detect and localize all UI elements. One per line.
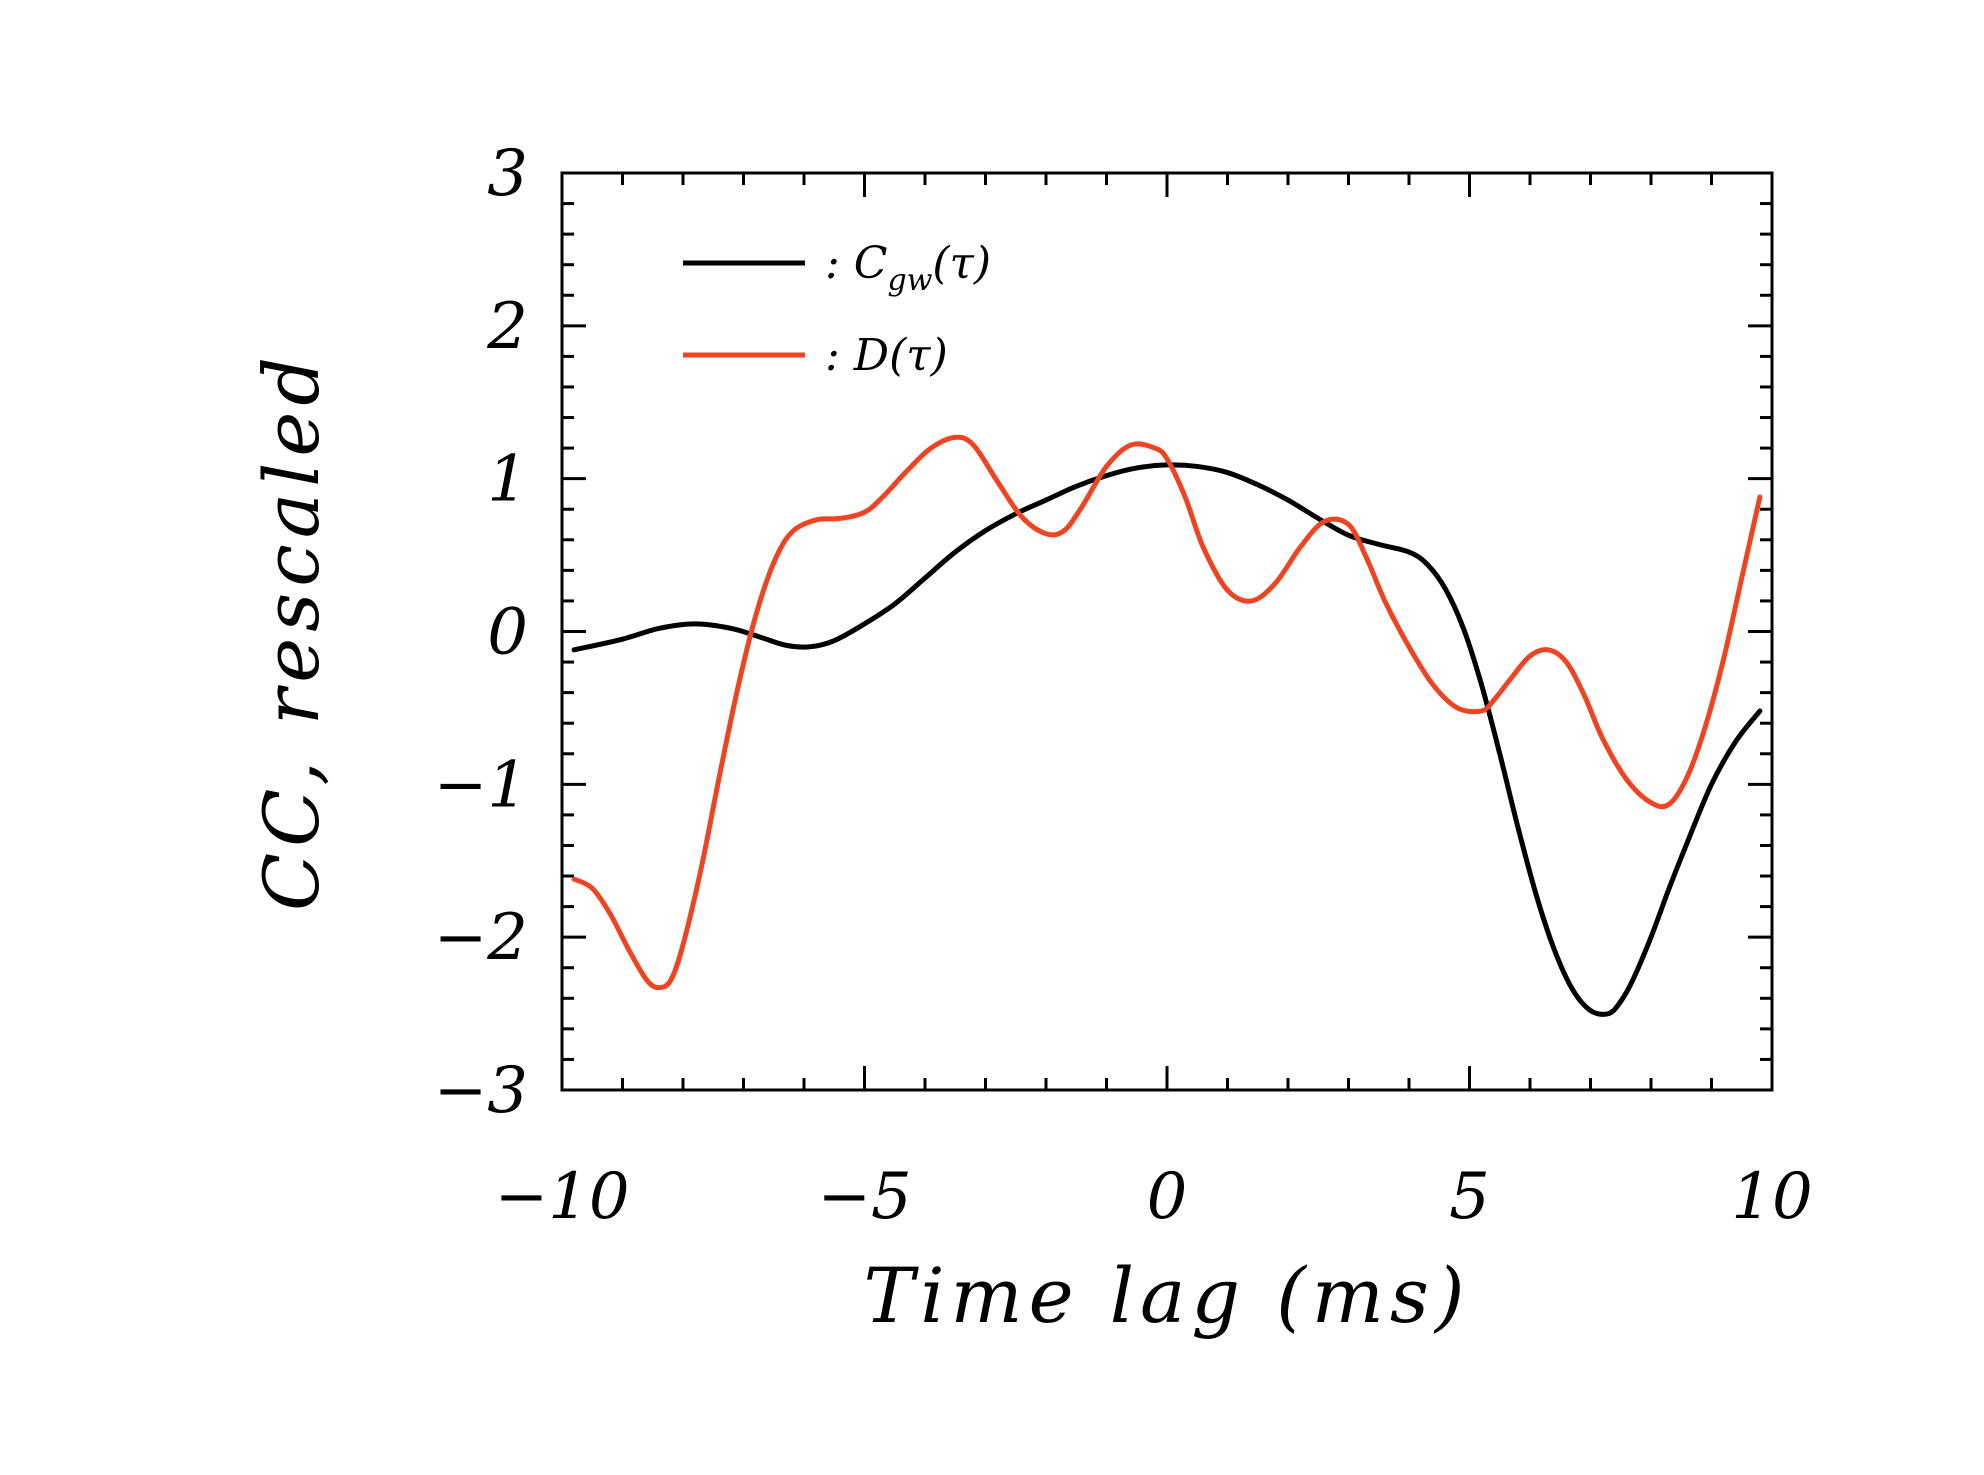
y-tick-label: −3 bbox=[434, 1054, 528, 1128]
y-tick-label: −2 bbox=[434, 901, 528, 975]
y-tick-label: 1 bbox=[487, 443, 528, 517]
x-tick-label: 10 bbox=[1731, 1160, 1812, 1234]
y-tick-label: 3 bbox=[487, 137, 528, 211]
series-line-d bbox=[571, 434, 1763, 991]
x-tick-label: −10 bbox=[494, 1160, 629, 1234]
y-tick-label: 0 bbox=[487, 596, 528, 670]
y-tick-labels: −3 −2 −1 0 1 2 3 bbox=[434, 137, 528, 1128]
legend-label-cgw-sub: gw bbox=[887, 263, 932, 298]
x-tick-labels: −10 −5 0 5 10 bbox=[494, 1160, 1812, 1234]
x-axis-title: Time lag (ms) bbox=[864, 1251, 1471, 1340]
minor-ticks bbox=[562, 173, 1772, 1090]
x-tick-label: 5 bbox=[1449, 1160, 1490, 1234]
legend-label-d: : D(τ) bbox=[825, 330, 948, 381]
legend-label-cgw-tail: (τ) bbox=[932, 238, 991, 289]
series-layer bbox=[571, 434, 1763, 1017]
x-tick-label: −5 bbox=[817, 1160, 911, 1234]
y-axis-title: CC, rescaled bbox=[247, 351, 336, 911]
legend-label-cgw: : Cgw(τ) bbox=[825, 238, 991, 298]
legend-label-cgw-main: : C bbox=[825, 238, 887, 289]
series-line-cgw bbox=[571, 462, 1763, 1017]
y-tick-label: −1 bbox=[434, 748, 528, 822]
legend: : Cgw(τ) : D(τ) bbox=[683, 238, 991, 381]
major-ticks bbox=[560, 171, 1774, 1092]
y-tick-label: 2 bbox=[486, 290, 528, 364]
x-tick-label: 0 bbox=[1147, 1160, 1188, 1234]
